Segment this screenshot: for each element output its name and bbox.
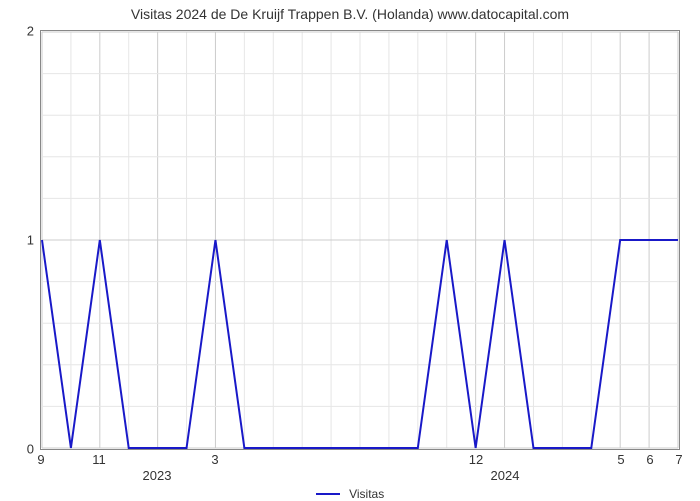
x-tick-label: 9	[37, 452, 44, 467]
x-tick-label: 6	[646, 452, 653, 467]
y-tick-label: 2	[4, 24, 34, 39]
x-tick-label: 12	[469, 452, 483, 467]
x-tick-label: 7	[675, 452, 682, 467]
chart-title: Visitas 2024 de De Kruijf Trappen B.V. (…	[0, 6, 700, 22]
x-tick-label: 11	[92, 452, 106, 467]
x-tick-label: 5	[617, 452, 624, 467]
plot-area	[40, 30, 680, 450]
legend-label: Visitas	[349, 487, 384, 501]
legend: Visitas	[0, 486, 700, 501]
plot-svg	[41, 31, 679, 449]
y-tick-label: 0	[4, 442, 34, 457]
y-tick-label: 1	[4, 233, 34, 248]
x-year-label: 2023	[143, 468, 172, 483]
x-tick-label: 3	[211, 452, 218, 467]
legend-swatch	[316, 493, 340, 495]
chart-container: Visitas 2024 de De Kruijf Trappen B.V. (…	[0, 0, 700, 500]
x-year-label: 2024	[491, 468, 520, 483]
